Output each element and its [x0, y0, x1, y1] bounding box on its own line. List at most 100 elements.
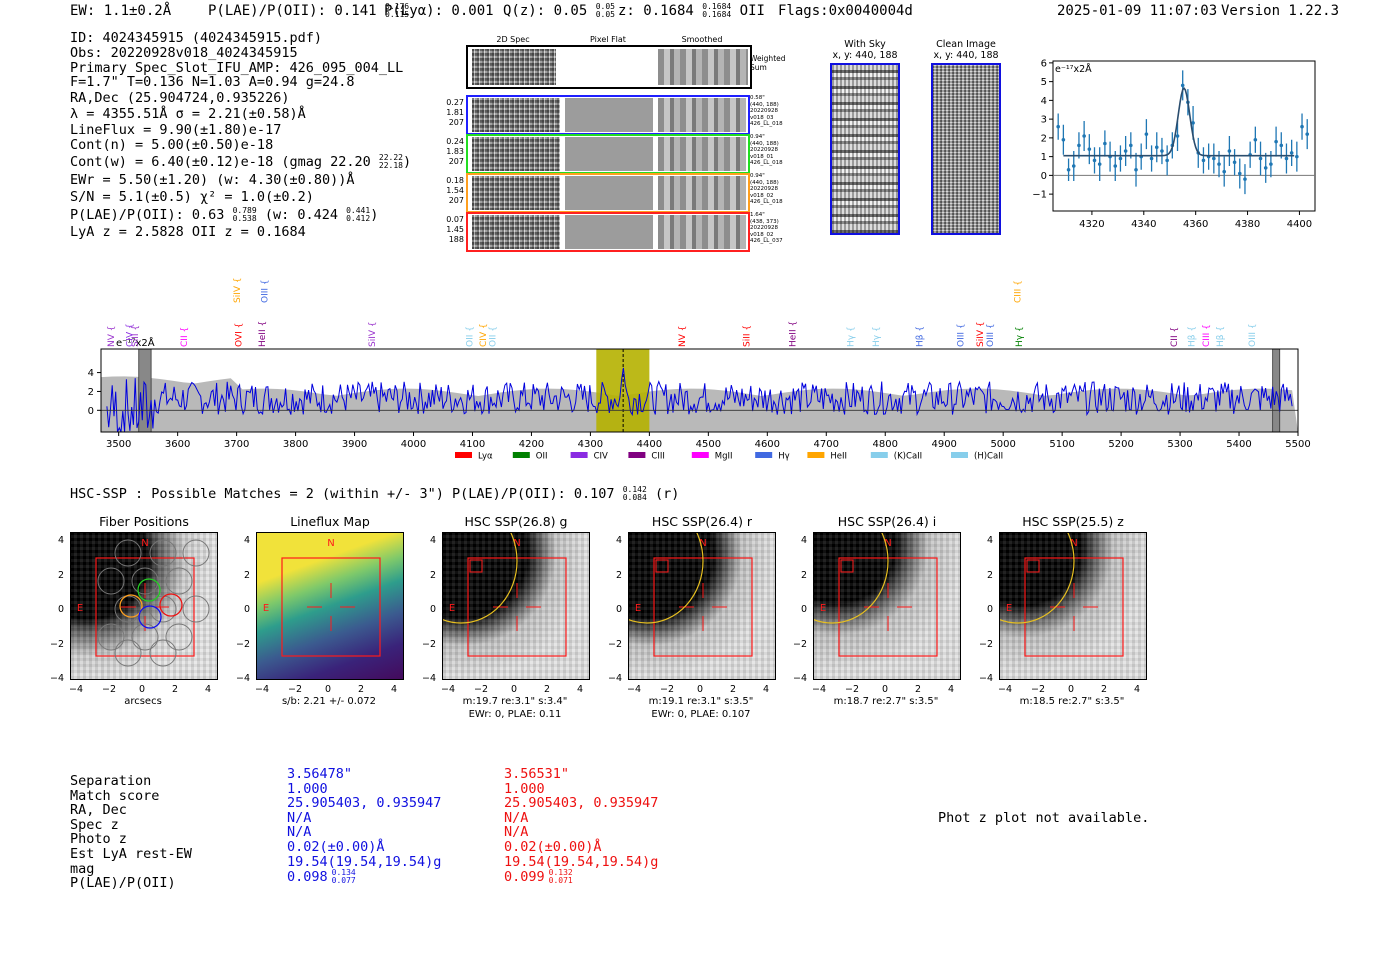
spectrum-legend-label: CIV	[594, 452, 608, 462]
compass-north: N	[1070, 538, 1077, 549]
info-plae: P(LAE)/P(OII): 0.63 0.789 0.538 (w: 0.424…	[70, 206, 379, 224]
zoom-data-point	[1123, 149, 1128, 153]
spectrum-legend-label: (K)CaII	[894, 452, 922, 462]
info-contw-value: Cont(w) = 6.40(±0.12)e-18 (gmag 22.20	[70, 154, 371, 170]
info-lyaz: LyA z = 2.5828 OII z = 0.1684	[70, 224, 306, 240]
spectrum-y-tick-label: 4	[88, 368, 94, 379]
hsc-galaxy-ellipse	[814, 533, 889, 624]
hsc-x-tick-label: −4	[254, 684, 269, 695]
photz-note: Phot z plot not available.	[938, 810, 1150, 826]
cutout-row-right-value: 0.94"	[750, 173, 765, 179]
header-z: z: 0.1684 0.1684 0.1684 OII	[618, 2, 765, 20]
clean-image	[931, 63, 1001, 235]
cutout-row-right-value: (440, 188)	[750, 179, 779, 186]
cutout-row-right-value: v018_03	[750, 114, 774, 121]
zoom-x-tick-label: 4380	[1235, 219, 1260, 230]
zoom-data-point	[1092, 158, 1097, 163]
fiber-green	[137, 578, 161, 602]
hsc-y-tick-label: 4	[800, 535, 807, 546]
spectrum-legend-label: Hγ	[778, 452, 789, 462]
info-plae-w-hi: 0.441	[346, 206, 371, 215]
hsc-x-tick-label: 0	[138, 684, 146, 695]
hsc-x-tick-label: 4	[390, 684, 398, 695]
zoom-data-point	[1279, 143, 1284, 148]
zoom-x-tick-label: 4340	[1131, 219, 1156, 230]
cutout-row-right-value: v018_02	[750, 231, 774, 238]
hsc-y-tick-label: −2	[235, 638, 250, 650]
spectrum-masked-region	[1272, 348, 1281, 433]
hsc-heading-band: (r)	[654, 486, 680, 502]
cutout-row-right-value: 20220928	[750, 147, 778, 153]
info-obs: Obs: 20220928v018_4024345915	[70, 45, 298, 61]
info-contw-hi: 22.22	[378, 153, 403, 162]
compass-north: N	[327, 538, 334, 549]
zoom-y-tick-label: −1	[1032, 190, 1047, 201]
hsc-x-tick-label: 0	[1067, 684, 1075, 695]
fiber-circle	[114, 595, 142, 623]
zoom-data-point	[1160, 149, 1164, 153]
cutout-row-right: 0.94" (440, 188) 20220928 v018_02 426_LL_018	[750, 173, 783, 206]
cutout-row-left: 0.24 1.83 207	[446, 137, 464, 167]
hsc-y-tick-label: 2	[429, 569, 436, 581]
hsc-panel-overlay: NE	[1000, 533, 1124, 657]
zoom-y-tick-label: 1	[1041, 152, 1047, 163]
zoom-data-point	[1082, 134, 1086, 138]
comparison-blue: 3.56478" 1.000 25.905403, 0.935947 N/A N/A 0.…	[287, 767, 441, 885]
spectrum-x-tick-label: 4400	[637, 439, 662, 450]
spectrum-line-label: Hβ {	[915, 326, 925, 347]
cutout-title-smoothed: Smoothed	[681, 35, 723, 44]
info-plae-w: (w: 0.424	[264, 207, 338, 223]
comparison-blue-plae: 0.098 0.134 0.077	[287, 869, 441, 885]
hsc-y-tick-label: −4	[235, 673, 250, 684]
hsc-panel-caption: m:19.7 re:3.1" s:3.4"	[462, 696, 568, 707]
comparison-label: mag	[70, 860, 95, 877]
zoom-y-tick-label: 0	[1041, 171, 1047, 182]
hsc-y-tick-label: −4	[607, 673, 622, 684]
zoom-data-point	[1103, 141, 1107, 146]
fiber-circle	[149, 639, 177, 667]
spectrum-line-label: OIII {	[1248, 323, 1258, 347]
header-plae-value: P(LAE)/P(OII): 0.141	[208, 3, 377, 19]
hsc-x-tick-label: −2	[473, 684, 488, 695]
hsc-galaxy-ellipse	[443, 533, 518, 624]
zoom-data-point	[1243, 177, 1247, 181]
hsc-y-tick-label: 2	[615, 569, 622, 581]
spectrum-line-label: SiII {	[131, 325, 141, 347]
zoom-data-point	[1071, 164, 1076, 168]
hsc-aperture-box	[95, 557, 195, 657]
spectrum-x-tick-label: 4300	[578, 439, 603, 450]
comparison-red-plae-value: 0.099	[504, 869, 545, 886]
zoom-unit-label: e⁻¹⁷x2Å	[1055, 63, 1092, 75]
hsc-y-tick-label: −2	[978, 638, 993, 650]
comparison-red-plae-range: 0.132 0.071	[549, 869, 573, 885]
zoom-data-point	[1056, 124, 1060, 129]
hsc-panel-caption-2: EWr: 0, PLAE: 0.11	[468, 709, 562, 720]
header-z-hi: 0.1684	[702, 2, 732, 11]
spectrum-x-tick-label: 3800	[283, 439, 308, 450]
spectrum-unit-label: e⁻¹⁷x2Å	[116, 336, 155, 349]
hsc-panel-grain	[71, 533, 217, 679]
hsc-galaxy-ellipse	[629, 533, 704, 624]
hsc-x-tick-label: 0	[324, 684, 332, 695]
zoom-data-point	[1237, 171, 1242, 176]
weighted-smoothed	[658, 49, 748, 85]
zoom-data-point	[1113, 164, 1118, 168]
spectrum-line-label: OIII {	[957, 323, 967, 347]
cutout-row-left: 0.27 1.81 207	[446, 98, 464, 128]
fiber-circle	[182, 539, 210, 567]
cutout-pixelflat	[565, 215, 653, 249]
spectrum-line-label: OIII {	[986, 323, 996, 347]
hsc-x-tick-label: 2	[914, 684, 922, 695]
zoom-data-point	[1118, 156, 1123, 161]
hsc-aperture-box	[653, 557, 753, 657]
header-qz: Q(z): 0.05 0.05 0.05	[503, 3, 615, 20]
compass-east: E	[635, 603, 641, 614]
zoom-data-point	[1134, 167, 1138, 172]
cutout-row-right: 0.58" (440, 188) 20220928 v018_03 426_LL_018	[750, 95, 783, 128]
header-plae-lo: 0.115	[385, 10, 410, 19]
fiber-circle	[131, 623, 159, 651]
cutout-row-left-value: 207	[448, 157, 464, 166]
hsc-aperture-box	[838, 557, 938, 657]
spectrum-line-label: CIV {	[479, 323, 489, 347]
zoom-data-point	[1061, 137, 1066, 142]
